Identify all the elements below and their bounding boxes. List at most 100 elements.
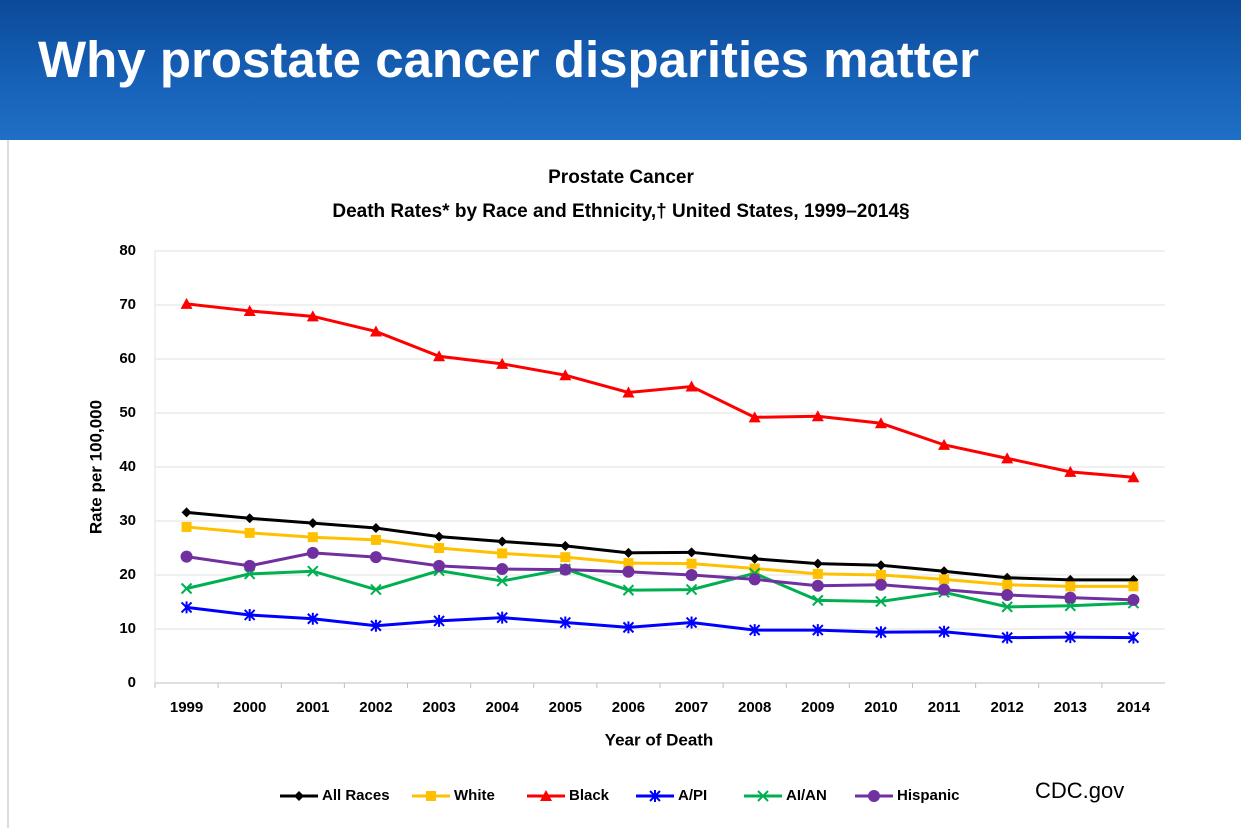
legend-marker: [426, 791, 436, 801]
data-point: [622, 386, 635, 398]
series-line: [186, 605, 1134, 640]
source: CDC.gov: [1035, 778, 1124, 803]
data-point: [812, 594, 824, 607]
y-tick-label: 70: [119, 296, 136, 313]
data-point: [307, 518, 318, 529]
legend-label: All Races: [322, 787, 390, 804]
data-point: [748, 624, 761, 637]
data-point: [874, 578, 887, 591]
data-point: [433, 350, 446, 362]
data-point: [180, 601, 193, 614]
data-point: [306, 546, 319, 559]
data-point: [748, 411, 761, 423]
data-point: [749, 563, 760, 574]
x-tick-label: 2000: [233, 699, 266, 716]
chart-title: Prostate Cancer: [548, 167, 694, 188]
legend-label: Black: [569, 787, 610, 804]
series-line: [186, 525, 1134, 588]
data-point: [1001, 588, 1014, 601]
x-axis-label: Year of Death: [605, 730, 714, 749]
y-tick-label: 20: [119, 566, 136, 583]
x-tick-label: 2003: [422, 699, 455, 716]
data-point: [181, 507, 192, 518]
data-point: [370, 523, 381, 534]
y-tick-label: 0: [128, 674, 136, 691]
header: Why prostate cancer disparities matter: [0, 0, 1241, 140]
data-point: [433, 559, 446, 572]
data-point: [496, 575, 508, 587]
x-tick-label: 2007: [675, 699, 708, 716]
data-point: [1127, 631, 1140, 644]
data-point: [307, 612, 319, 625]
data-point: [433, 614, 445, 627]
x-tick-label: 2014: [1117, 699, 1151, 716]
data-point: [1127, 593, 1140, 606]
data-point: [685, 569, 698, 581]
chart-subtitle: Death Rates* by Race and Ethnicity,† Uni…: [332, 201, 909, 222]
y-tick-label: 50: [119, 404, 136, 421]
y-tick-label: 80: [119, 242, 136, 259]
x-tick-label: 2005: [549, 699, 582, 716]
data-point: [1001, 631, 1013, 644]
data-point: [939, 566, 950, 577]
legend-label: AI/AN: [786, 787, 827, 804]
x-tick-label: 2009: [801, 699, 834, 716]
data-point: [812, 624, 824, 637]
data-point: [748, 573, 761, 586]
y-tick-label: 60: [119, 350, 136, 367]
x-tick-label: 2013: [1054, 699, 1087, 716]
x-tick-label: 2012: [991, 699, 1024, 716]
y-tick-label: 30: [119, 512, 136, 529]
data-point: [812, 568, 823, 579]
x-tick-label: 2004: [486, 699, 520, 716]
data-point: [307, 565, 319, 577]
data-point: [939, 574, 950, 585]
x-tick-label: 2001: [296, 699, 329, 716]
data-point: [622, 621, 635, 634]
data-point: [434, 543, 445, 553]
data-point: [622, 584, 635, 596]
legend-marker: [540, 790, 552, 801]
data-point: [180, 550, 193, 563]
data-point: [623, 547, 634, 558]
data-point: [244, 513, 255, 524]
data-point: [1001, 452, 1014, 464]
data-point: [243, 559, 256, 572]
data-point: [685, 380, 698, 392]
data-point: [686, 547, 697, 558]
data-point: [181, 521, 192, 532]
y-axis-label: Rate per 100,000: [86, 400, 105, 534]
data-point: [369, 325, 382, 337]
data-point: [496, 357, 509, 369]
data-point: [686, 558, 697, 569]
series-line: [186, 510, 1134, 582]
y-tick-label: 10: [119, 620, 136, 637]
series-line: [186, 302, 1134, 479]
legend-label: White: [454, 787, 495, 804]
data-point: [243, 608, 256, 621]
y-tick-label: 40: [119, 458, 136, 475]
data-point: [1127, 471, 1140, 483]
data-point: [622, 565, 635, 578]
data-point: [623, 558, 634, 569]
data-point: [812, 558, 823, 569]
x-tick-label: 2010: [864, 699, 897, 716]
data-point: [938, 438, 951, 450]
legend-marker: [868, 790, 880, 802]
data-point: [180, 297, 193, 309]
data-point: [370, 583, 382, 596]
data-point: [180, 582, 193, 595]
data-point: [1001, 601, 1013, 613]
data-point: [938, 625, 950, 638]
data-point: [811, 410, 824, 422]
data-point: [369, 551, 382, 564]
data-point: [559, 563, 572, 576]
series-line: [186, 551, 1134, 602]
data-point: [875, 560, 886, 571]
data-point: [559, 369, 572, 381]
data-point: [370, 619, 382, 632]
data-point: [685, 616, 698, 629]
data-point: [560, 540, 571, 551]
series-line: [186, 567, 1134, 609]
x-tick-label: 2006: [612, 699, 645, 716]
